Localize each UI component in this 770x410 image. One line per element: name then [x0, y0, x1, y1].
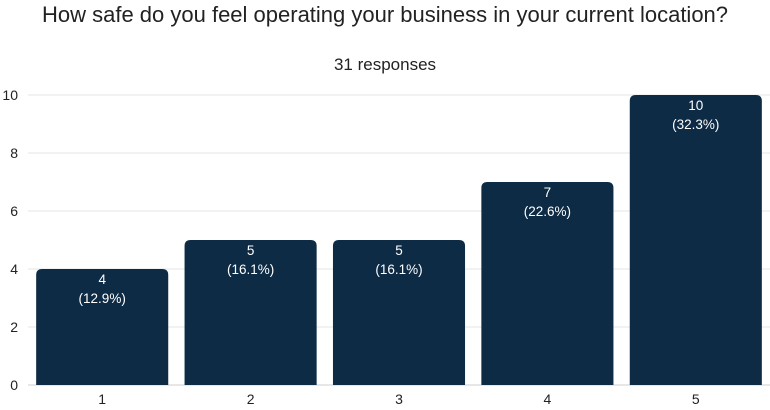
y-axis-ticks: 0 2 4 6 8 10 — [2, 87, 18, 393]
x-tick-label: 1 — [98, 391, 106, 407]
bar-percent-label: (22.6%) — [524, 204, 571, 219]
y-tick-label: 10 — [2, 87, 18, 103]
bar-value-label: 10 — [688, 98, 703, 113]
bar-percent-label: (12.9%) — [79, 291, 126, 306]
y-tick-label: 6 — [10, 203, 18, 219]
bar-percent-label: (16.1%) — [375, 262, 422, 277]
x-tick-label: 5 — [692, 391, 700, 407]
bar-value-label: 4 — [98, 272, 106, 287]
bar — [629, 95, 762, 385]
y-tick-label: 8 — [10, 145, 18, 161]
y-tick-label: 2 — [10, 319, 18, 335]
chart-title: How safe do you feel operating your busi… — [41, 2, 729, 27]
x-tick-label: 2 — [247, 391, 255, 407]
bar — [36, 269, 169, 385]
bar-value-label: 5 — [247, 243, 255, 258]
y-tick-label: 4 — [10, 261, 18, 277]
bar — [332, 240, 466, 385]
x-tick-label: 4 — [544, 391, 552, 407]
bar-value-label: 5 — [395, 243, 403, 258]
bar-percent-label: (16.1%) — [227, 262, 274, 277]
y-tick-label: 0 — [10, 377, 18, 393]
bar-percent-label: (32.3%) — [672, 117, 719, 132]
chart-subtitle: 31 responses — [333, 55, 437, 74]
bar — [184, 240, 317, 385]
bar-value-label: 7 — [544, 185, 552, 200]
x-axis-ticks: 1 2 3 4 5 — [98, 391, 700, 407]
x-tick-label: 3 — [395, 391, 403, 407]
bar — [481, 182, 614, 385]
bars: 4 (12.9%) 5 (16.1%) 5 (16.1%) 7 (22.6%) 10 (32.3%… — [36, 95, 762, 385]
